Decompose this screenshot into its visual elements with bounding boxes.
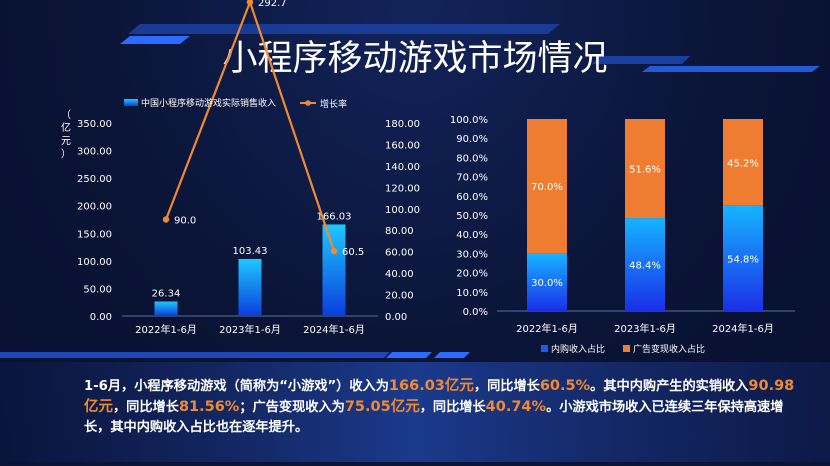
y-tick-label-right: 20.00	[385, 291, 414, 302]
y-tick-label-left: 100.00	[77, 257, 112, 268]
ad-share-segment	[527, 119, 567, 254]
y-tick-label-left: 300.00	[77, 147, 112, 158]
y-tick-label: 50.0%	[456, 211, 488, 222]
revenue-bar	[154, 301, 178, 316]
legend-swatch-ad	[623, 345, 630, 352]
highlight-ad-revenue: 75.05亿元	[344, 399, 420, 415]
ad-share-segment	[723, 119, 763, 206]
y-tick-label: 20.0%	[456, 269, 488, 280]
ad-share-label: 45.2%	[727, 158, 759, 169]
ad-share-segment	[625, 119, 665, 219]
iap-share-segment	[527, 253, 567, 311]
y-tick-label: 100.0%	[450, 115, 488, 126]
summary-part: 。小游戏市场收入已连续三年保持高速增长，其中内购收入占比也在逐年提升。	[84, 400, 784, 435]
iap-share-segment	[625, 218, 665, 311]
legend-label-iap: 内购收入占比	[551, 343, 605, 355]
x-tick-label: 2024年1-6月	[303, 323, 365, 336]
x-tick-label: 2023年1-6月	[219, 323, 281, 336]
revenue-bar-label: 166.03	[317, 211, 352, 222]
legend-swatch-growth-dot	[305, 100, 311, 106]
y-tick-label-right: 160.00	[385, 140, 420, 151]
legend-swatch-revenue	[124, 99, 138, 106]
summary-part: ，同比增长	[419, 400, 486, 415]
y-axis-label-char: 元	[61, 136, 71, 147]
y-tick-label: 90.0%	[456, 134, 488, 145]
title-decoration	[120, 24, 820, 72]
summary-part: ；广告变现收入为	[239, 400, 345, 415]
share-stacked-chart: 0.0% 10.0% 20.0% 30.0% 40.0% 50.0% 60.0% 70.0% 8…	[450, 115, 795, 355]
y-tick-label: 30.0%	[456, 249, 488, 260]
highlight-iap-growth: 81.56%	[178, 399, 240, 415]
legend-swatch-iap	[541, 345, 548, 352]
y-tick-label: 70.0%	[456, 173, 488, 184]
y-axis-label-char: 亿	[61, 121, 71, 134]
summary-part: ，同比增长	[473, 379, 540, 394]
growth-point-label: 60.5	[342, 247, 364, 258]
y-axis-label-char: ）	[61, 148, 71, 160]
x-tick-label: 2023年1-6月	[614, 322, 676, 335]
summary-part: 。其中内购产生的实销收入	[590, 379, 749, 394]
iap-share-label: 48.4%	[629, 261, 661, 272]
y-axis-label-char: （	[61, 109, 71, 121]
summary-text: 1-6月，小程序移动游戏（简称为“小游戏”）收入为166.03亿元，同比增长60…	[84, 376, 804, 438]
y-tick-label-right: 40.00	[385, 269, 414, 280]
y-tick-label: 40.0%	[456, 230, 488, 241]
y-tick-label-left: 200.00	[77, 202, 112, 213]
growth-point-label: 90.0	[174, 216, 196, 227]
y-tick-label-right: 80.00	[385, 226, 414, 237]
revenue-growth-chart: 0.00 50.00 100.00 150.00 200.00 250.00 300.00 3…	[61, 0, 420, 336]
y-tick-label-right: 100.00	[385, 205, 420, 216]
legend-label-ad: 广告变现收入占比	[633, 343, 705, 355]
y-tick-label-right: 0.00	[385, 312, 407, 323]
y-tick-label-left: 250.00	[77, 174, 112, 185]
x-tick-label: 2022年1-6月	[516, 322, 578, 335]
legend-label-revenue: 中国小程序移动游戏实际销售收入	[141, 97, 276, 109]
summary-part: 1-6月，小程序移动游戏（简称为“小游戏”）收入为	[84, 379, 389, 394]
highlight-total-growth: 60.5%	[539, 378, 591, 394]
x-tick-label: 2024年1-6月	[712, 322, 774, 335]
y-tick-label-right: 120.00	[385, 183, 420, 194]
y-tick-label: 10.0%	[456, 288, 488, 299]
summary-band	[0, 362, 830, 462]
revenue-bar	[238, 258, 262, 316]
y-tick-label-right: 140.00	[385, 162, 420, 173]
y-tick-label: 60.0%	[456, 192, 488, 203]
y-tick-label: 0.0%	[463, 307, 488, 318]
x-tick-label: 2022年1-6月	[135, 323, 197, 336]
highlight-ad-growth: 40.74%	[485, 399, 547, 415]
iap-share-label: 30.0%	[531, 278, 563, 289]
iap-share-label: 54.8%	[727, 254, 759, 265]
iap-share-segment	[723, 205, 763, 311]
revenue-bar	[322, 224, 346, 316]
growth-point	[162, 216, 170, 223]
y-tick-label-right: 60.00	[385, 248, 414, 259]
y-tick-label-right: 180.00	[385, 119, 420, 130]
revenue-bar-label: 103.43	[233, 246, 268, 257]
y-tick-label-left: 350.00	[77, 119, 112, 130]
highlight-iap-revenue: 90.98亿元	[84, 378, 795, 415]
highlight-total-revenue: 166.03亿元	[388, 378, 474, 394]
page-title: 小程序移动游戏市场情况	[222, 39, 607, 79]
growth-point	[330, 247, 338, 255]
revenue-bar-label: 26.34	[152, 288, 181, 299]
divider-decoration	[0, 352, 470, 358]
y-tick-label-left: 150.00	[77, 229, 112, 240]
y-tick-label-left: 50.00	[83, 284, 112, 295]
y-tick-label: 80.0%	[456, 153, 488, 164]
ad-share-label: 51.6%	[629, 165, 661, 176]
y-tick-label-left: 0.00	[90, 312, 112, 323]
growth-point	[246, 0, 254, 6]
legend-label-growth: 增长率	[320, 98, 347, 110]
ad-share-label: 70.0%	[531, 182, 563, 193]
growth-point-label: 292.7	[258, 0, 287, 9]
summary-part: ，同比增长	[113, 400, 179, 415]
